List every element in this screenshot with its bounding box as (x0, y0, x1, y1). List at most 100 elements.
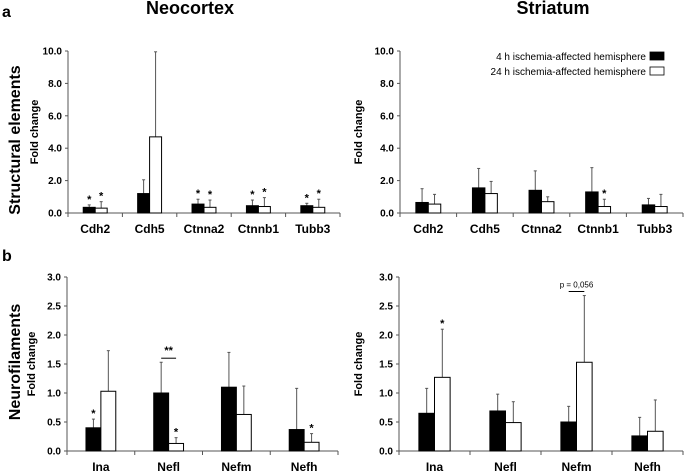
bar-4h (191, 203, 205, 214)
bar-4h (560, 421, 578, 452)
x-tick-label: Ctnna2 (521, 222, 562, 236)
x-tick-label: Cdh5 (470, 222, 500, 236)
bar-24h (312, 206, 326, 214)
y-tick-label: 2.0 (47, 331, 61, 342)
y-axis-label: Fold change (353, 100, 365, 165)
bar-24h (94, 207, 108, 214)
bar-24h (303, 441, 320, 452)
x-tick-label: Ctnnb1 (577, 222, 619, 236)
bar-24h (541, 201, 555, 214)
bar-24h (203, 206, 217, 214)
bar-24h (100, 390, 117, 452)
bracket-label: p = 0,056 (560, 281, 594, 290)
y-tick-label: 4.0 (48, 144, 62, 155)
bar-24h (654, 206, 668, 214)
y-tick-label: 0.5 (47, 418, 61, 429)
y-tick-label: 10.0 (43, 47, 63, 58)
y-tick-label: 6.0 (380, 111, 394, 122)
x-tick-label: Ina (426, 460, 444, 473)
y-tick-label: 8.0 (48, 79, 62, 90)
y-tick-label: 3.0 (379, 273, 393, 284)
y-tick-label: 2.5 (47, 302, 61, 313)
significance-mark: * (99, 191, 104, 203)
bar-4h (528, 189, 542, 214)
significance-mark: * (196, 188, 201, 200)
x-tick-label: Ina (92, 460, 110, 473)
y-tick-label: 8.0 (380, 79, 394, 90)
y-tick-label: 2.0 (380, 176, 394, 187)
x-tick-label: Nefl (157, 460, 180, 473)
y-axis-label: Fold change (29, 100, 41, 165)
bar-24h (257, 206, 271, 214)
x-tick-label: Nefm (561, 460, 591, 473)
bar-24h (576, 361, 593, 452)
x-tick-label: Tubb3 (637, 222, 672, 236)
bar-4h (245, 205, 259, 214)
bar-24h (484, 193, 498, 214)
bar-24h (235, 413, 252, 452)
bar-4h (300, 205, 314, 214)
x-tick-label: Nefh (634, 460, 661, 473)
legend-swatch-4h (649, 51, 665, 61)
bar-4h (288, 429, 305, 452)
y-tick-label: 3.0 (47, 273, 61, 284)
bar-4h (631, 435, 649, 452)
y-tick-label: 2.5 (379, 302, 393, 313)
chart-panel-0: 0.0 2.0 4.0 6.0 8.0 10.0 Fold change Cdh2 * * Cdh5… (29, 47, 341, 236)
significance-mark: * (305, 192, 310, 204)
y-tick-label: 1.5 (47, 360, 61, 371)
chart-panel-3: 0.0 0.5 1.0 1.5 2.0 2.5 3.0 Fold change Ina * Nefl… (353, 273, 684, 473)
significance-mark: * (262, 187, 267, 199)
bar-4h (585, 191, 599, 214)
y-tick-label: 0.0 (380, 209, 394, 220)
x-tick-label: Cdh2 (80, 222, 110, 236)
y-axis-label: Fold change (353, 332, 365, 397)
significance-mark: * (250, 189, 255, 201)
x-tick-label: Ctnna2 (184, 222, 225, 236)
x-tick-label: Nefm (221, 460, 251, 473)
panel-letter-b: b (2, 248, 12, 265)
bar-4h (153, 392, 170, 452)
y-axis-label: Fold change (26, 332, 38, 397)
bar-4h (137, 193, 151, 214)
bar-24h (597, 206, 612, 214)
significance-mark: * (87, 194, 92, 206)
significance-mark: * (208, 189, 213, 201)
y-tick-label: 1.0 (47, 389, 61, 400)
bar-4h (471, 187, 486, 214)
chart-panel-1: 0.0 2.0 4.0 6.0 8.0 10.0 Fold change Cdh2 Cdh5 Ct… (353, 47, 684, 236)
y-tick-label: 2.0 (379, 331, 393, 342)
bar-4h (82, 206, 96, 214)
y-tick-label: 10.0 (375, 47, 395, 58)
bar-24h (647, 430, 664, 452)
significance-mark: * (602, 188, 607, 200)
x-tick-label: Cdh5 (135, 222, 165, 236)
x-tick-label: Nefl (494, 460, 517, 473)
legend-swatch-24h (649, 66, 665, 76)
bar-24h (505, 422, 522, 452)
y-tick-label: 2.0 (48, 176, 62, 187)
y-tick-label: 0.0 (48, 209, 62, 220)
significance-mark: * (91, 408, 96, 420)
y-tick-label: 0.5 (379, 418, 393, 429)
x-tick-label: Cdh2 (413, 222, 443, 236)
x-tick-label: Nefh (291, 460, 318, 473)
bar-4h (85, 427, 102, 452)
legend-label: 24 h ischemia-affected hemisphere (491, 67, 647, 78)
column-title-striatum: Striatum (516, 0, 589, 18)
row-title-structural: Structural elements (7, 65, 24, 214)
bar-24h (427, 203, 442, 214)
significance-mark: * (440, 318, 445, 330)
bar-24h (168, 442, 185, 452)
y-tick-label: 0.0 (379, 447, 393, 458)
y-tick-label: 1.0 (379, 389, 393, 400)
bar-4h (489, 410, 507, 452)
y-tick-label: 6.0 (48, 111, 62, 122)
legend-label: 4 h ischemia-affected hemisphere (496, 52, 646, 63)
x-tick-label: Tubb3 (295, 222, 330, 236)
significance-mark: * (317, 188, 322, 200)
bar-24h (434, 376, 451, 452)
bar-4h (418, 412, 436, 452)
